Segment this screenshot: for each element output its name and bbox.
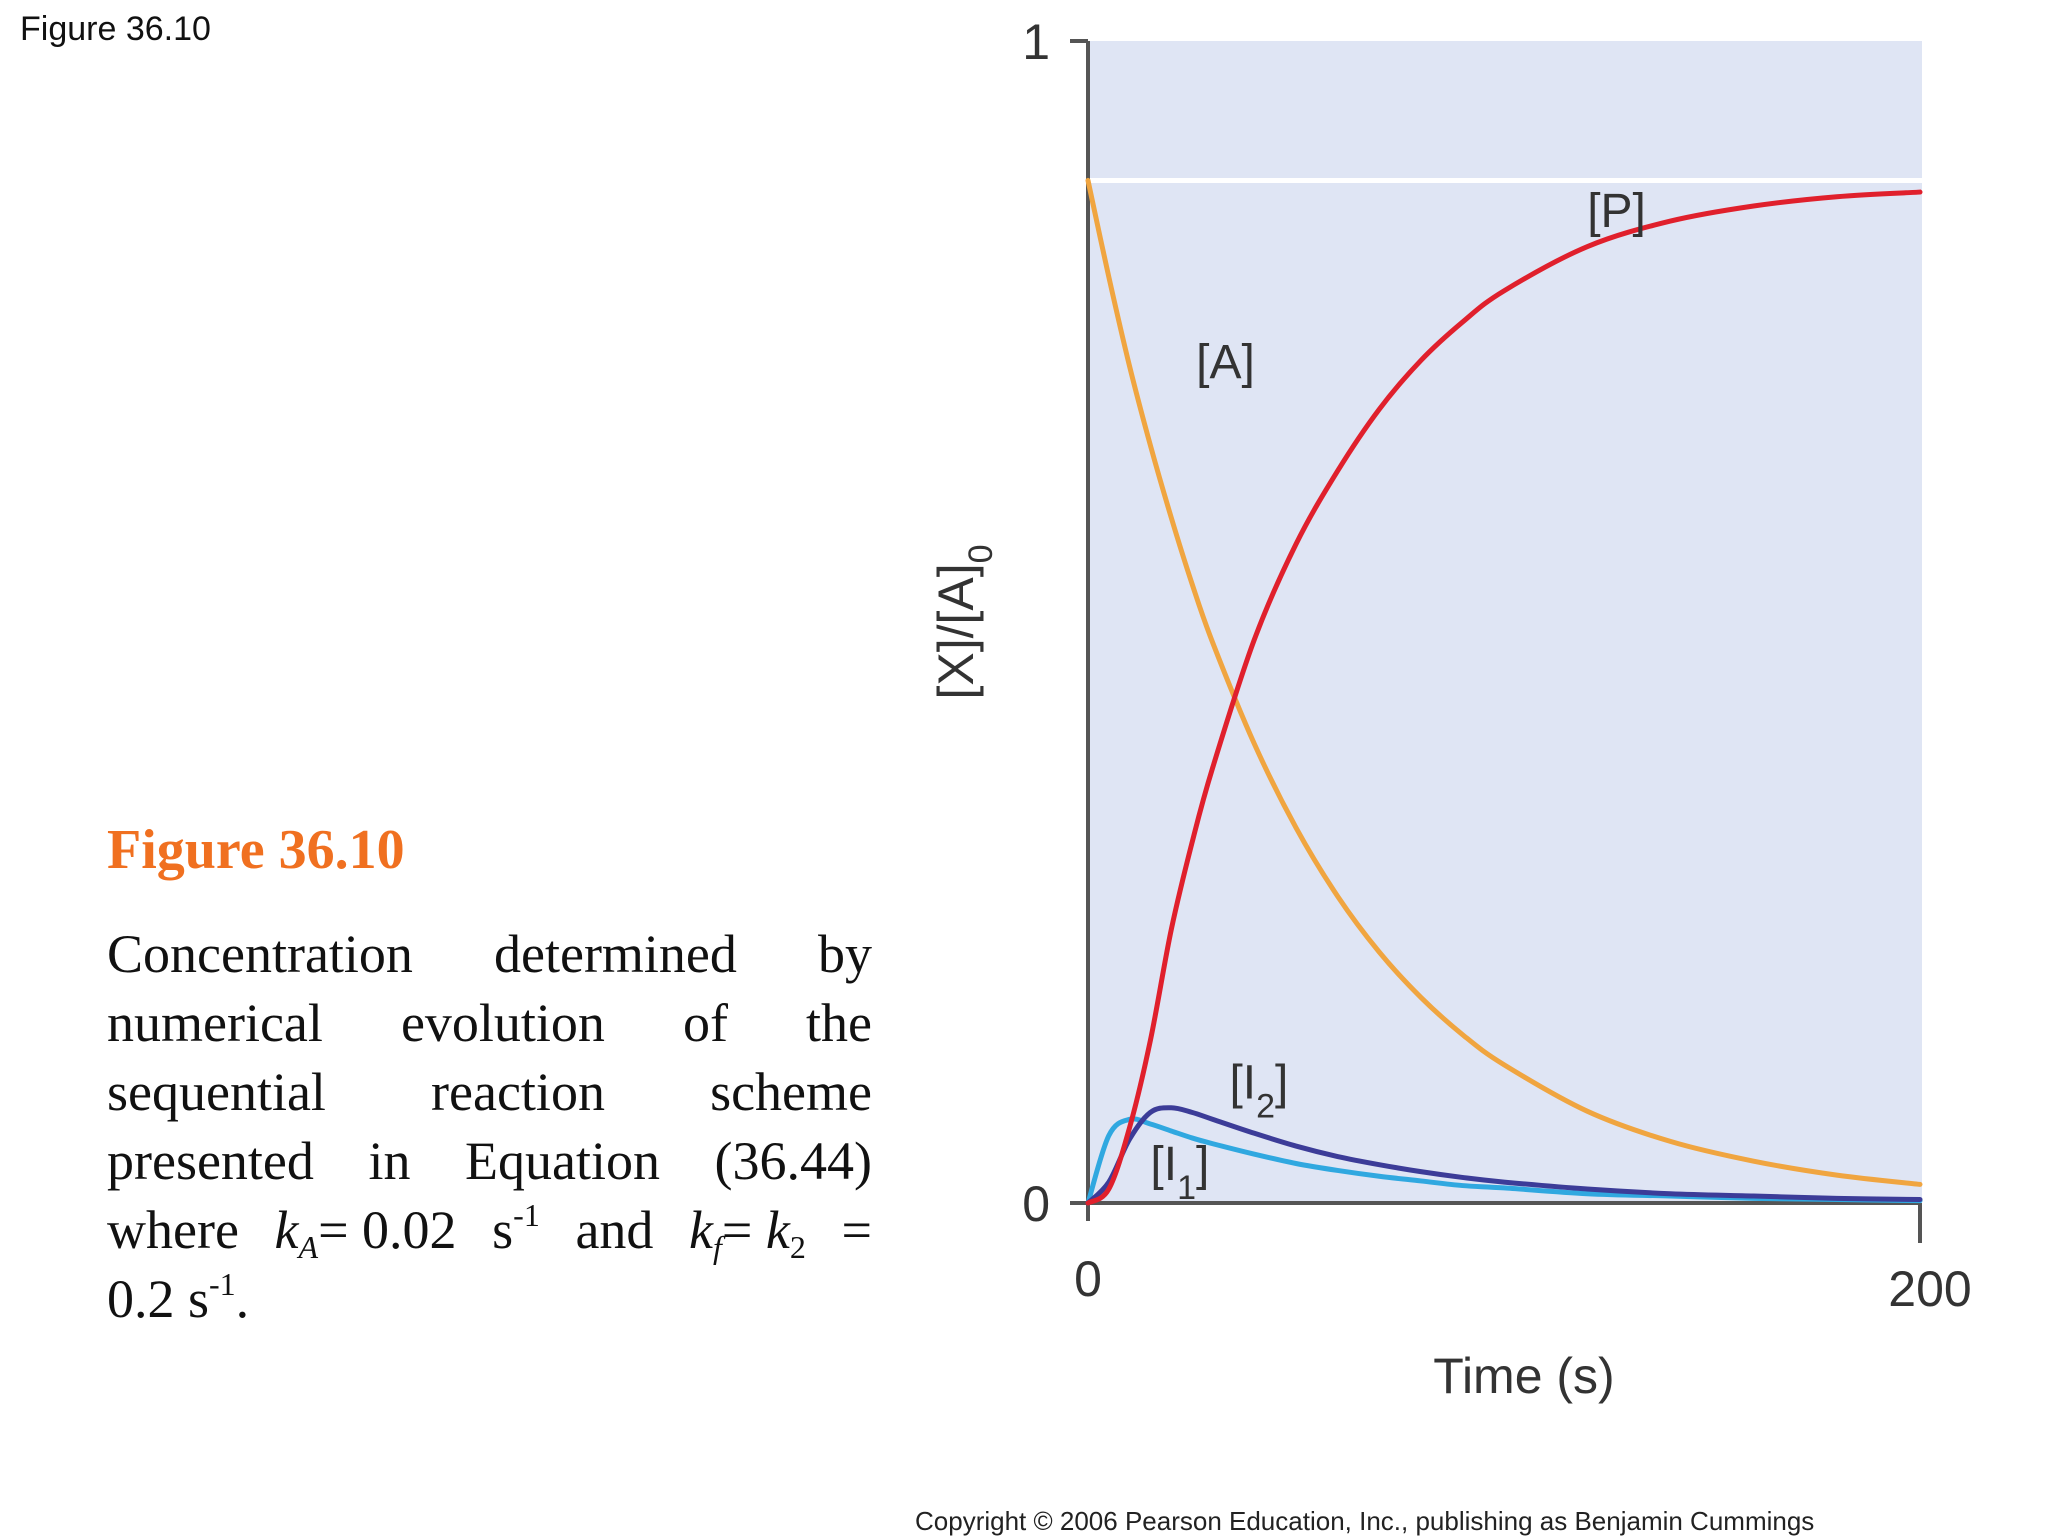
caption-word: scheme xyxy=(710,1062,872,1122)
caption-word: determined xyxy=(494,924,737,984)
caption-line-4: presented in Equation (36.44) xyxy=(107,1127,872,1196)
caption-word: by xyxy=(817,924,872,984)
y-tick-label-1: 1 xyxy=(1022,14,1050,70)
x-tick-label-0: 0 xyxy=(1074,1251,1102,1307)
caption-word: of xyxy=(682,993,728,1053)
caption-body: Concentration determined by numerical ev… xyxy=(107,920,872,1334)
caption-word: the xyxy=(806,993,872,1053)
caption-word: presented xyxy=(107,1131,314,1191)
caption-word: where xyxy=(107,1200,239,1260)
caption-word: numerical xyxy=(107,993,323,1053)
caption-word: = xyxy=(841,1200,872,1260)
caption-word: evolution xyxy=(400,993,605,1053)
caption-word: (36.44) xyxy=(714,1131,872,1191)
rate-unit-1: s-1 xyxy=(492,1197,540,1260)
caption-line-5: where kA= 0.02 s-1 and kf= k2 = xyxy=(107,1196,872,1265)
caption-line-3: sequential reaction scheme xyxy=(107,1058,872,1127)
caption-line-1: Concentration determined by xyxy=(107,920,872,989)
figure-reference-label: Figure 36.10 xyxy=(20,10,211,48)
caption-word: and xyxy=(575,1200,654,1260)
rate-value-2: 0.2 s-1. xyxy=(107,1266,250,1329)
series-line-a xyxy=(1085,177,1923,1187)
caption-line-2: numerical evolution of the xyxy=(107,989,872,1058)
caption-line-6: 0.2 s-1. xyxy=(107,1265,872,1334)
x-axis-title: Time (s) xyxy=(1433,1348,1614,1404)
caption-word: in xyxy=(368,1131,411,1191)
series-line-i2 xyxy=(1085,1105,1923,1206)
y-axis-title: [X]/[A]0 xyxy=(928,544,1000,699)
series-line-p xyxy=(1085,189,1923,1206)
caption-word: Concentration xyxy=(107,924,413,984)
rate-constant-kA: kA= 0.02 xyxy=(274,1200,457,1265)
series-label-0: [A] xyxy=(1196,336,1255,389)
caption-word: Equation xyxy=(465,1131,660,1191)
copyright-notice: Copyright © 2006 Pearson Education, Inc.… xyxy=(915,1506,1815,1536)
series-label-1: [P] xyxy=(1587,185,1646,238)
caption-word: reaction xyxy=(431,1062,605,1122)
plot-background xyxy=(1088,41,1922,1203)
rate-constant-kf: kf= k2 xyxy=(689,1200,806,1265)
y-tick-label-0: 0 xyxy=(1022,1176,1050,1232)
caption-word: sequential xyxy=(107,1062,326,1122)
caption-title: Figure 36.10 xyxy=(107,819,405,881)
x-tick-label-200: 200 xyxy=(1888,1261,1971,1317)
